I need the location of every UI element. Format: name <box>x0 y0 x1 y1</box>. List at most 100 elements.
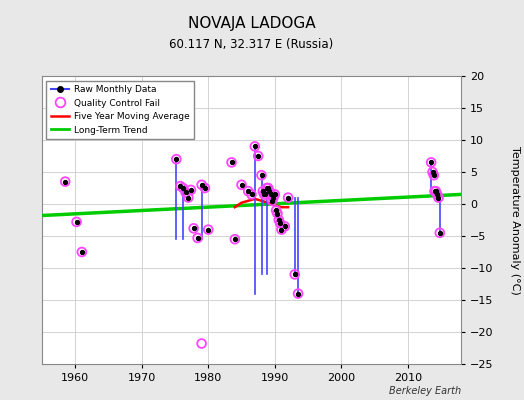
Point <box>190 225 198 232</box>
Point <box>430 188 439 194</box>
Point <box>184 194 192 201</box>
Point <box>433 191 441 198</box>
Point <box>198 340 206 347</box>
Point <box>237 182 246 188</box>
Point <box>259 188 267 194</box>
Point <box>277 226 286 233</box>
Point <box>432 188 440 194</box>
Point <box>231 236 239 242</box>
Point <box>428 169 436 175</box>
Point <box>247 191 256 198</box>
Point <box>184 194 192 201</box>
Point <box>430 172 438 178</box>
Point <box>267 191 275 198</box>
Point <box>264 185 272 191</box>
Point <box>201 185 209 191</box>
Point <box>198 182 206 188</box>
Point <box>268 198 276 204</box>
Point <box>430 172 438 178</box>
Point <box>434 194 443 201</box>
Point <box>257 172 266 178</box>
Point <box>272 207 280 214</box>
Point <box>268 198 276 204</box>
Point <box>280 223 289 230</box>
Point <box>254 153 263 159</box>
Point <box>427 159 435 166</box>
Point <box>428 169 436 175</box>
Point <box>263 185 271 191</box>
Y-axis label: Temperature Anomaly (°C): Temperature Anomaly (°C) <box>510 146 520 294</box>
Point <box>260 191 268 198</box>
Point <box>267 191 275 198</box>
Point <box>227 159 236 166</box>
Text: Berkeley Earth: Berkeley Earth <box>389 386 461 396</box>
Point <box>193 235 202 241</box>
Legend: Raw Monthly Data, Quality Control Fail, Five Year Moving Average, Long-Term Tren: Raw Monthly Data, Quality Control Fail, … <box>47 80 194 139</box>
Point <box>263 185 271 191</box>
Point <box>294 290 302 297</box>
Point <box>434 194 443 201</box>
Point <box>294 290 302 297</box>
Point <box>231 236 239 242</box>
Point <box>435 230 444 236</box>
Point <box>172 156 181 162</box>
Point <box>179 185 187 191</box>
Point <box>72 219 81 225</box>
Point <box>274 210 282 217</box>
Point <box>291 271 299 278</box>
Point <box>78 249 86 255</box>
Point <box>198 182 206 188</box>
Point <box>181 189 190 196</box>
Point <box>244 188 253 194</box>
Point <box>72 219 81 225</box>
Point <box>269 194 278 201</box>
Point <box>259 188 267 194</box>
Point <box>190 225 198 232</box>
Point <box>176 183 184 189</box>
Point <box>250 143 259 150</box>
Point <box>261 191 270 198</box>
Point <box>284 194 292 201</box>
Point <box>427 159 435 166</box>
Point <box>78 249 86 255</box>
Text: NOVAJA LADOGA: NOVAJA LADOGA <box>188 16 315 31</box>
Point <box>291 271 299 278</box>
Point <box>187 187 195 193</box>
Point <box>193 235 202 241</box>
Point <box>274 210 282 217</box>
Point <box>61 178 69 185</box>
Point <box>244 188 253 194</box>
Point <box>237 182 246 188</box>
Point <box>269 194 278 201</box>
Point <box>277 226 286 233</box>
Point <box>204 226 212 233</box>
Point <box>433 191 441 198</box>
Point <box>227 159 236 166</box>
Point <box>270 191 279 198</box>
Point <box>250 143 259 150</box>
Point <box>275 217 283 223</box>
Point <box>257 172 266 178</box>
Point <box>272 207 280 214</box>
Point <box>61 178 69 185</box>
Point <box>276 220 285 226</box>
Point <box>176 183 184 189</box>
Point <box>280 223 289 230</box>
Point <box>187 187 195 193</box>
Point <box>204 226 212 233</box>
Point <box>179 185 187 191</box>
Point <box>254 153 263 159</box>
Point <box>432 188 440 194</box>
Point <box>172 156 181 162</box>
Point <box>265 188 274 194</box>
Point <box>247 191 256 198</box>
Point <box>430 188 439 194</box>
Point <box>201 185 209 191</box>
Point <box>260 191 268 198</box>
Text: 60.117 N, 32.317 E (Russia): 60.117 N, 32.317 E (Russia) <box>169 38 334 51</box>
Point <box>284 194 292 201</box>
Point <box>275 217 283 223</box>
Point <box>435 230 444 236</box>
Point <box>261 191 270 198</box>
Point <box>264 185 272 191</box>
